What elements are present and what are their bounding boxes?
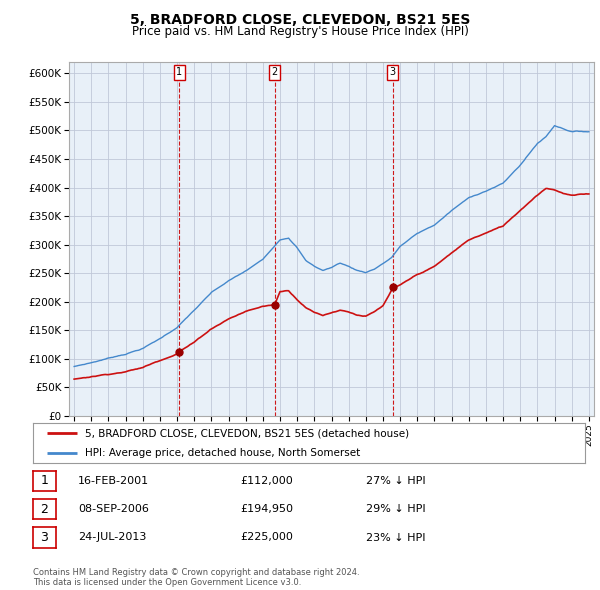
Text: 08-SEP-2006: 08-SEP-2006 <box>78 504 149 514</box>
Text: 27% ↓ HPI: 27% ↓ HPI <box>366 476 425 486</box>
Text: £194,950: £194,950 <box>240 504 293 514</box>
Text: 29% ↓ HPI: 29% ↓ HPI <box>366 504 425 514</box>
Text: 3: 3 <box>40 531 49 544</box>
Text: 24-JUL-2013: 24-JUL-2013 <box>78 533 146 542</box>
Text: 23% ↓ HPI: 23% ↓ HPI <box>366 533 425 542</box>
Text: Price paid vs. HM Land Registry's House Price Index (HPI): Price paid vs. HM Land Registry's House … <box>131 25 469 38</box>
Text: 1: 1 <box>40 474 49 487</box>
Text: 5, BRADFORD CLOSE, CLEVEDON, BS21 5ES (detached house): 5, BRADFORD CLOSE, CLEVEDON, BS21 5ES (d… <box>85 428 410 438</box>
Text: Contains HM Land Registry data © Crown copyright and database right 2024.
This d: Contains HM Land Registry data © Crown c… <box>33 568 359 587</box>
Text: 16-FEB-2001: 16-FEB-2001 <box>78 476 149 486</box>
Text: 2: 2 <box>272 67 278 77</box>
Text: 1: 1 <box>176 67 182 77</box>
Text: HPI: Average price, detached house, North Somerset: HPI: Average price, detached house, Nort… <box>85 448 361 458</box>
Text: £112,000: £112,000 <box>240 476 293 486</box>
Text: £225,000: £225,000 <box>240 533 293 542</box>
Text: 3: 3 <box>389 67 395 77</box>
Text: 5, BRADFORD CLOSE, CLEVEDON, BS21 5ES: 5, BRADFORD CLOSE, CLEVEDON, BS21 5ES <box>130 13 470 27</box>
Text: 2: 2 <box>40 503 49 516</box>
